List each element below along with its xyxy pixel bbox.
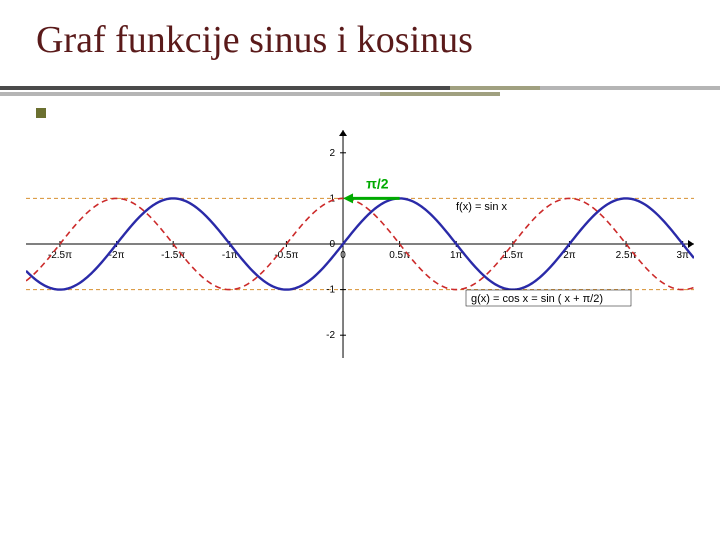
x-tick-label: 0 — [340, 250, 346, 261]
title-underline — [0, 86, 720, 114]
phase-label: π/2 — [366, 175, 389, 191]
bar-seg — [0, 86, 450, 90]
phase-arrow-head-icon — [343, 193, 353, 203]
sine-cosine-chart: 210-1-2-2.5π-2π-1.5π-1π-0.5π00.5π1π1.5π2… — [26, 130, 694, 358]
y-tick-label: 1 — [329, 193, 335, 204]
y-tick-label: -1 — [326, 285, 335, 296]
x-tick-label: -2.5π — [48, 250, 72, 261]
bar-seg — [380, 92, 500, 96]
bar-seg — [540, 86, 720, 90]
y-axis-arrow-icon — [339, 130, 347, 136]
x-tick-label: 3π — [676, 250, 689, 261]
x-tick-label: 0.5π — [389, 250, 410, 261]
y-tick-label: 0 — [329, 239, 335, 250]
x-axis-arrow-icon — [688, 240, 694, 248]
x-tick-label: 1.5π — [502, 250, 523, 261]
bar-seg — [0, 92, 380, 96]
x-tick-label: 2π — [563, 250, 576, 261]
series-label-cos: g(x) = cos x = sin ( x + π/2) — [471, 293, 603, 305]
x-tick-label: 1π — [450, 250, 463, 261]
bar-seg — [450, 86, 540, 90]
bullet-icon — [36, 108, 46, 118]
y-tick-label: -2 — [326, 330, 335, 341]
series-label-sin: f(x) = sin x — [456, 201, 508, 213]
x-tick-label: 2.5π — [616, 250, 637, 261]
slide-title: Graf funkcije sinus i kosinus — [36, 18, 473, 62]
y-tick-label: 2 — [329, 148, 335, 159]
